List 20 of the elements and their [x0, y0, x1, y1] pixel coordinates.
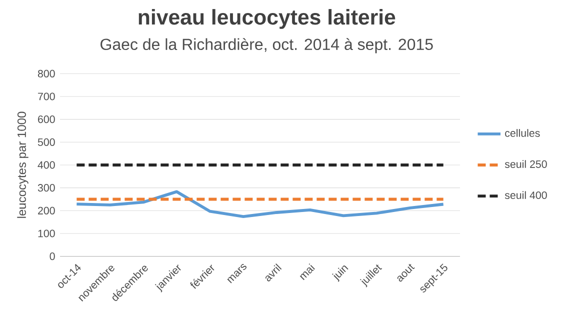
y-tick-label: 700 — [38, 92, 55, 100]
chart-title: niveau leucocytes laiterie — [138, 9, 396, 29]
y-tick-label: 600 — [38, 116, 55, 124]
x-tick-label: juin — [332, 266, 348, 282]
y-tick-label: 200 — [38, 206, 55, 214]
legend-label: seuil 400 — [504, 191, 547, 200]
y-tick-label: 400 — [38, 161, 55, 169]
y-axis-title: leucocytes par 1000 — [17, 112, 28, 218]
legend-label: cellules — [505, 129, 540, 137]
y-tick-label: 500 — [38, 138, 55, 146]
legend-label: seuil 250 — [504, 160, 547, 168]
y-tick-label: 300 — [38, 184, 55, 192]
y-tick-label: 800 — [38, 70, 55, 78]
line-series — [75, 190, 445, 218]
y-tick-label: 100 — [38, 230, 55, 238]
y-tick-label: 0 — [50, 252, 55, 260]
x-tick-label: avril — [265, 263, 282, 282]
chart-subtitle: Gaec de la Richardière, oct. 2014 à sept. 2015 — [100, 38, 433, 54]
x-tick-label: mai — [300, 263, 315, 280]
x-tick-label: aout — [397, 264, 415, 282]
